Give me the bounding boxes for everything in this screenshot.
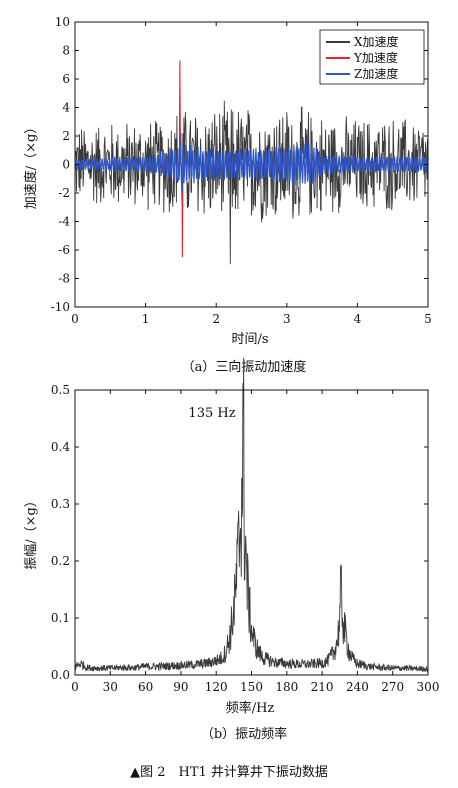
x-tick-label: 60 — [138, 680, 153, 694]
chart-frequency: 0 30 60 90 120 150 180 210 240 270 300 0.0 0.1 0.2 0.3… — [24, 357, 440, 742]
series-line-1 — [74, 90, 429, 265]
y-tick-label: 4 — [62, 101, 70, 115]
legend-label: X加速度 — [354, 34, 399, 49]
x-tick-label: 180 — [275, 680, 298, 694]
y-tick-label: 0.5 — [51, 383, 70, 397]
legend-label: Z加速度 — [354, 66, 398, 81]
x-tick-label: 0 — [71, 312, 79, 326]
x-tick-label: 5 — [424, 312, 432, 326]
y-tick-label: -8 — [58, 272, 70, 286]
x-tick-label: 30 — [103, 680, 118, 694]
spectrum-line — [74, 357, 429, 673]
y-tick-label: 10 — [55, 15, 70, 29]
y-tick-label: 2 — [62, 129, 70, 143]
y-tick-label: 0.1 — [51, 611, 70, 625]
x-tick-label: 1 — [142, 312, 150, 326]
y-axis-label-b: 振幅/（×g） — [24, 494, 39, 570]
legend-label: Y加速度 — [353, 50, 398, 65]
axis-ticks-a: 0 1 2 3 4 5 -10 -8 -6 -4 -2 0 2 4 6 8 10 — [51, 15, 432, 326]
x-axis-label-a: 时间/s — [231, 332, 268, 347]
x-tick-label: 4 — [354, 312, 362, 326]
series-line-3 — [74, 135, 429, 194]
y-tick-label: 8 — [62, 44, 70, 58]
y-tick-label: -6 — [58, 243, 70, 257]
y-tick-label: 6 — [62, 72, 70, 86]
x-tick-label: 120 — [205, 680, 228, 694]
subcaption-b: （b）振动频率 — [201, 726, 287, 742]
x-tick-label: 3 — [283, 312, 291, 326]
peak-annotation: 135 Hz — [188, 406, 235, 421]
figure-caption: ▲图 2 HT1 井计算井下振动数据 — [130, 765, 328, 780]
acceleration-traces — [74, 60, 429, 265]
x-tick-label: 240 — [346, 680, 369, 694]
y-tick-label: 0.3 — [51, 497, 70, 511]
y-tick-label: -10 — [51, 300, 70, 314]
x-tick-label: 270 — [381, 680, 404, 694]
axis-ticks-b: 0 30 60 90 120 150 180 210 240 270 300 0.0 0.1 0.2 0.3… — [51, 383, 440, 694]
x-tick-label: 300 — [417, 680, 440, 694]
y-tick-label: 0.0 — [51, 668, 70, 682]
spectrum-trace — [74, 357, 429, 673]
y-tick-label: 0.2 — [51, 554, 70, 568]
y-tick-label: -2 — [58, 186, 70, 200]
y-tick-label: 0.4 — [51, 440, 70, 454]
x-tick-label: 210 — [311, 680, 334, 694]
x-tick-label: 150 — [240, 680, 263, 694]
x-tick-label: 0 — [71, 680, 79, 694]
x-tick-label: 2 — [212, 312, 220, 326]
y-tick-label: -4 — [58, 215, 70, 229]
y-axis-label-a: 加速度/（×g） — [23, 121, 39, 210]
x-axis-label-b: 频率/Hz — [226, 700, 275, 716]
x-tick-label: 90 — [173, 680, 188, 694]
y-tick-label: 0 — [62, 158, 70, 172]
